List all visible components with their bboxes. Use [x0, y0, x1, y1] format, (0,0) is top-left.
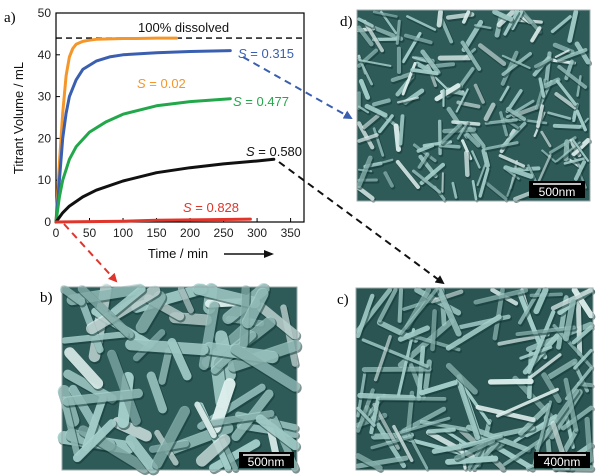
- series-label: S = 0.02: [137, 76, 186, 91]
- y-tick-label: 50: [38, 6, 52, 20]
- y-tick-label: 0: [44, 215, 51, 229]
- scale-bar-b-label: 500nm: [248, 455, 285, 469]
- series-line: [54, 217, 252, 224]
- scale-bar-b-box: [239, 452, 294, 468]
- x-tick-label: 300: [247, 226, 267, 240]
- plot-frame: [55, 12, 305, 223]
- series-label: S = 0.477: [233, 94, 289, 109]
- x-tick-label: 250: [214, 226, 234, 240]
- series-lines: [54, 36, 276, 224]
- micrograph-d-texture: [356, 9, 592, 204]
- scale-bar-c-label: 400nm: [544, 455, 581, 469]
- chart-area: 0 10 20 30 40 50 0 50 100 150 200 250 300 350 100% d…: [38, 6, 305, 240]
- arrow-to-c: [278, 161, 445, 285]
- x-tick-label: 200: [180, 226, 200, 240]
- micrograph-c-texture: [355, 287, 596, 473]
- x-tick-label: 150: [147, 226, 167, 240]
- series-line: [54, 157, 276, 224]
- series-line: [54, 97, 232, 224]
- panel-label-d: d): [340, 14, 353, 30]
- series-label: S = 0.315: [238, 46, 294, 61]
- x-tick-label: 350: [281, 226, 301, 240]
- series-line: [54, 49, 232, 224]
- micrograph-b-texture: [57, 282, 303, 476]
- micrograph-b: 500nm: [57, 282, 303, 476]
- arrow-to-d: [242, 56, 353, 119]
- y-tick-label: 40: [38, 48, 52, 62]
- panel-label-b: b): [40, 290, 53, 306]
- panel-label-c: c): [337, 292, 349, 308]
- micrograph-d: 500nm: [356, 9, 592, 204]
- y-tick-label: 10: [38, 173, 52, 187]
- x-tick-label: 50: [83, 226, 97, 240]
- panel-label-a: a): [4, 10, 16, 26]
- micrograph-c: 400nm: [355, 287, 596, 473]
- y-axis-title: Titrant Volume / mL: [11, 62, 26, 174]
- micrograph-b-frame: [61, 286, 298, 471]
- scale-bar-c-box: [534, 452, 590, 468]
- arrow-to-b: [63, 223, 118, 283]
- micrograph-d-frame: [356, 9, 591, 202]
- y-tick-label: 20: [38, 131, 52, 145]
- reference-line-label: 100% dissolved: [138, 20, 229, 35]
- y-tick-label: 30: [38, 90, 52, 104]
- x-tick-label: 0: [53, 226, 60, 240]
- scale-bar-d-box: [529, 181, 585, 198]
- series-line: [54, 36, 179, 224]
- x-axis-title: Time / min: [148, 246, 208, 261]
- series-label: S = 0.828: [183, 200, 239, 215]
- x-tick-label: 100: [113, 226, 133, 240]
- series-label: S = 0.580: [246, 144, 302, 159]
- series-labels: S = 0.02 S = 0.315 S = 0.477 S = 0.580 S = 0…: [137, 46, 302, 215]
- scale-bar-d-label: 500nm: [539, 185, 576, 199]
- y-axis: 0 10 20 30 40 50: [38, 6, 60, 229]
- micrograph-c-frame: [355, 287, 594, 471]
